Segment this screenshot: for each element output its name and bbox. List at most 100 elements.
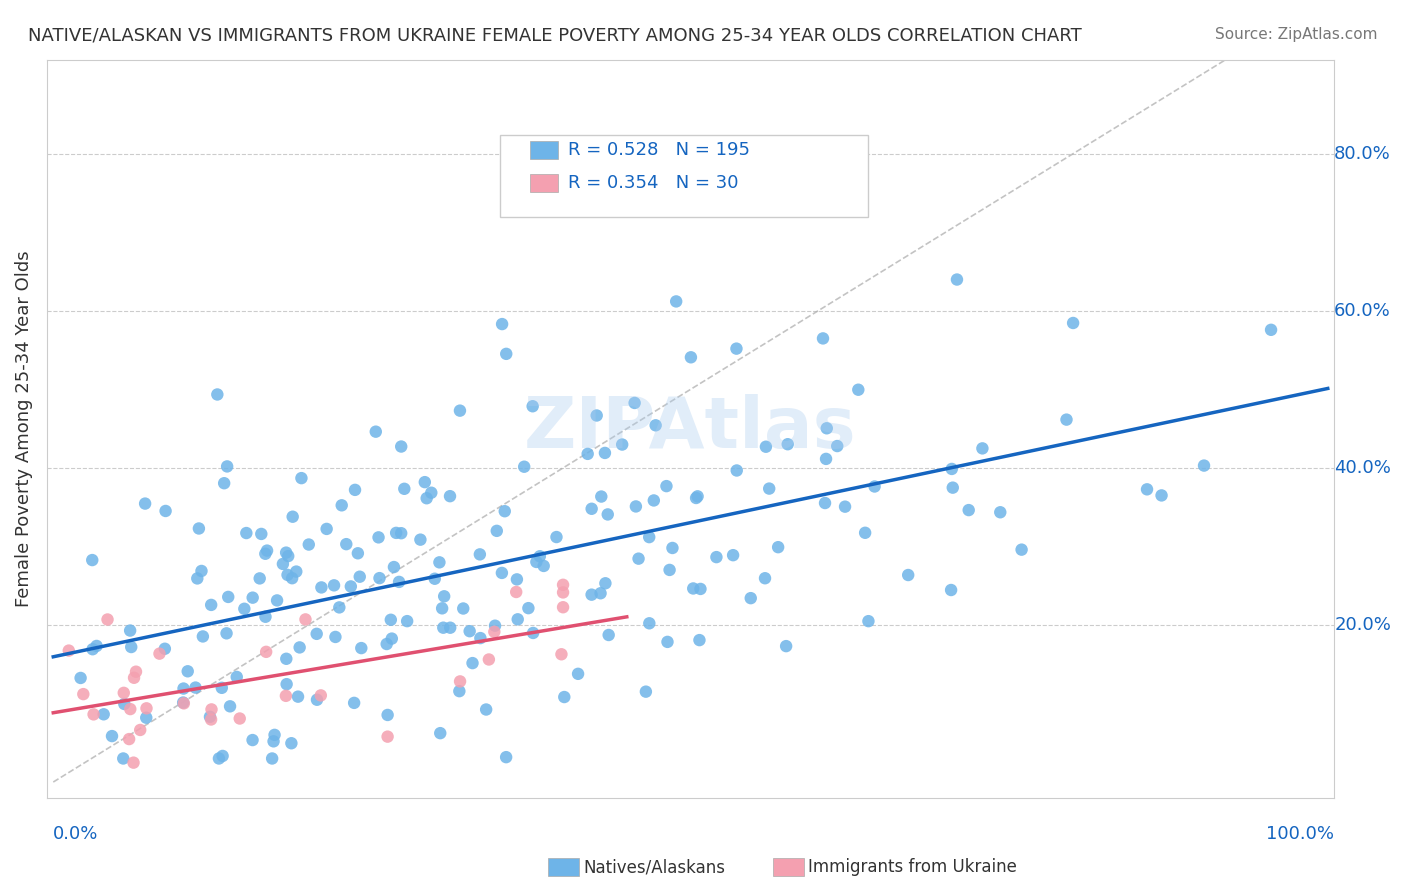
Point [942,481,965,495]
Point [776,437,799,451]
Point [581,588,603,602]
Point [533,558,555,573]
Point [153,641,176,656]
Point [305,627,328,641]
Point [484,624,506,639]
Text: NATIVE/ALASKAN VS IMMIGRANTS FROM UKRAINE FEMALE POVERTY AMONG 25-34 YEAR OLDS C: NATIVE/ALASKAN VS IMMIGRANTS FROM UKRAIN… [28,27,1081,45]
Point [380,613,402,627]
Point [858,614,880,628]
Point [315,522,337,536]
Point [242,591,264,605]
Point [198,710,221,724]
Point [415,491,437,506]
Point [623,396,645,410]
Point [335,537,357,551]
Point [135,701,157,715]
Point [256,543,278,558]
Point [120,702,142,716]
Point [551,578,574,592]
Point [451,601,474,615]
Text: Immigrants from Ukraine: Immigrants from Ukraine [808,858,1018,876]
Point [644,418,666,433]
Point [593,446,616,460]
Text: Source: ZipAtlas.com: Source: ZipAtlas.com [1215,27,1378,42]
Point [754,571,776,585]
Point [254,547,277,561]
Point [388,574,411,589]
Point [82,642,104,657]
Point [423,572,446,586]
Point [529,549,551,564]
Point [939,582,962,597]
Point [506,612,529,626]
Point [897,568,920,582]
Point [567,666,589,681]
Point [470,631,492,645]
Point [846,383,869,397]
Point [484,618,506,632]
Point [988,505,1011,519]
Point [1260,323,1282,337]
Point [219,699,242,714]
Point [118,732,141,747]
Point [377,730,399,744]
Point [217,590,239,604]
Point [495,750,517,764]
Point [1011,542,1033,557]
Point [305,692,328,706]
Point [225,670,247,684]
Point [972,442,994,456]
Point [661,541,683,555]
Point [553,690,575,704]
Text: 100.0%: 100.0% [1267,825,1334,843]
Point [112,686,135,700]
Point [581,501,603,516]
Point [120,640,142,654]
Point [551,585,574,599]
Point [706,550,728,565]
Point [449,674,471,689]
Point [112,697,135,711]
Point [294,612,316,626]
Text: R = 0.528   N = 195: R = 0.528 N = 195 [568,141,751,159]
Point [184,681,207,695]
Point [725,463,748,477]
Point [186,571,208,585]
Point [396,614,419,628]
Point [173,681,195,696]
Point [191,629,214,643]
Point [491,566,513,580]
Text: ZIPAtlas: ZIPAtlas [524,394,856,463]
Point [83,707,105,722]
Text: 20.0%: 20.0% [1334,616,1391,634]
Point [96,612,118,626]
Point [155,504,177,518]
Point [266,593,288,607]
Point [439,489,461,503]
Point [1056,412,1078,426]
Point [200,598,222,612]
Point [122,671,145,685]
Point [685,491,707,505]
Point [679,351,702,365]
Point [627,551,650,566]
Point [550,647,572,661]
Point [1136,483,1159,497]
Point [364,425,387,439]
Point [585,409,607,423]
Point [120,624,142,638]
Y-axis label: Female Poverty Among 25-34 Year Olds: Female Poverty Among 25-34 Year Olds [15,251,32,607]
Point [1150,488,1173,502]
Point [276,546,298,560]
Point [277,549,299,563]
Point [215,626,238,640]
Point [211,748,233,763]
Point [461,656,484,670]
Point [638,530,661,544]
Point [689,582,711,596]
Point [208,751,231,765]
Point [72,687,94,701]
Point [382,560,405,574]
FancyBboxPatch shape [530,174,558,193]
Point [814,496,837,510]
